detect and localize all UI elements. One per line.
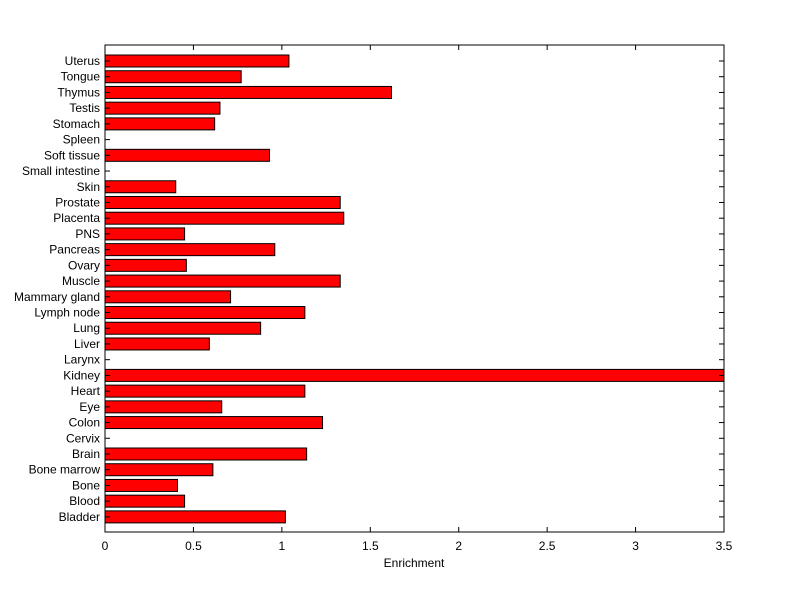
- bar: [104, 510, 286, 524]
- y-tick-label: Ovary: [68, 258, 100, 272]
- bar: [104, 180, 177, 194]
- bar: [104, 400, 223, 414]
- bar: [104, 290, 232, 304]
- y-tick-label: Tongue: [61, 70, 101, 84]
- x-tick-label: 0: [102, 539, 109, 553]
- x-tick-label: 3: [632, 539, 639, 553]
- bar: [104, 416, 324, 430]
- y-tick-label: Muscle: [62, 274, 100, 288]
- x-tick-label: 1: [279, 539, 286, 553]
- y-tick-label: Placenta: [53, 211, 100, 225]
- bar: [104, 368, 725, 382]
- y-tick-label: Testis: [69, 101, 100, 115]
- bar: [104, 70, 242, 84]
- bar: [104, 211, 345, 225]
- y-tick-label: Lymph node: [34, 306, 100, 320]
- bar: [104, 148, 270, 162]
- bar: [104, 227, 186, 241]
- y-tick-label: Colon: [69, 416, 100, 430]
- y-tick-label: Spleen: [63, 133, 100, 147]
- y-tick-label: PNS: [75, 227, 100, 241]
- y-tick-label: Thymus: [57, 85, 100, 99]
- x-tick-label: 3.5: [716, 539, 733, 553]
- y-tick-label: Heart: [71, 384, 101, 398]
- x-ticks-group: 0 0.5 1 1.5 2 2.5 3 3.5: [102, 45, 733, 553]
- bar: [104, 447, 308, 461]
- x-tick-label: 2.5: [539, 539, 556, 553]
- y-tick-label: Bone: [72, 478, 100, 492]
- y-tick-label: Pancreas: [49, 243, 100, 257]
- bar: [104, 243, 276, 257]
- bar: [104, 463, 214, 477]
- bar: [104, 117, 216, 131]
- y-tick-label: Lung: [73, 321, 100, 335]
- y-tick-label: Uterus: [65, 54, 100, 68]
- y-tick-label: Brain: [72, 447, 100, 461]
- y-tick-label: Skin: [77, 180, 100, 194]
- bar: [104, 54, 290, 68]
- bar: [104, 306, 306, 320]
- y-tick-label: Blood: [69, 494, 100, 508]
- y-tick-label: Prostate: [55, 195, 100, 209]
- y-tick-label: Bone marrow: [29, 463, 101, 477]
- bar: [104, 85, 393, 99]
- bar: [104, 101, 221, 115]
- y-tick-label: Small intestine: [22, 164, 100, 178]
- bar: [104, 494, 186, 508]
- bar: [104, 321, 262, 335]
- bar: [104, 274, 341, 288]
- bar: [104, 384, 306, 398]
- plot-frame: [104, 44, 725, 533]
- x-tick-label: 2: [455, 539, 462, 553]
- x-axis-label: Enrichment: [384, 556, 445, 570]
- y-tick-label: Larynx: [64, 353, 100, 367]
- y-tick-label: Bladder: [59, 510, 100, 524]
- bar: [104, 258, 187, 272]
- y-tick-label: Stomach: [53, 117, 100, 131]
- y-tick-label: Liver: [74, 337, 100, 351]
- bar: [104, 195, 341, 209]
- x-tick-label: 0.5: [185, 539, 202, 553]
- y-tick-label: Cervix: [66, 431, 100, 445]
- y-tick-label: Soft tissue: [44, 148, 100, 162]
- y-tick-label: Mammary gland: [14, 290, 100, 304]
- y-tick-label: Kidney: [63, 368, 100, 382]
- y-tick-label: Eye: [79, 400, 100, 414]
- bar: [104, 478, 179, 492]
- x-tick-label: 1.5: [362, 539, 379, 553]
- bar: [104, 337, 210, 351]
